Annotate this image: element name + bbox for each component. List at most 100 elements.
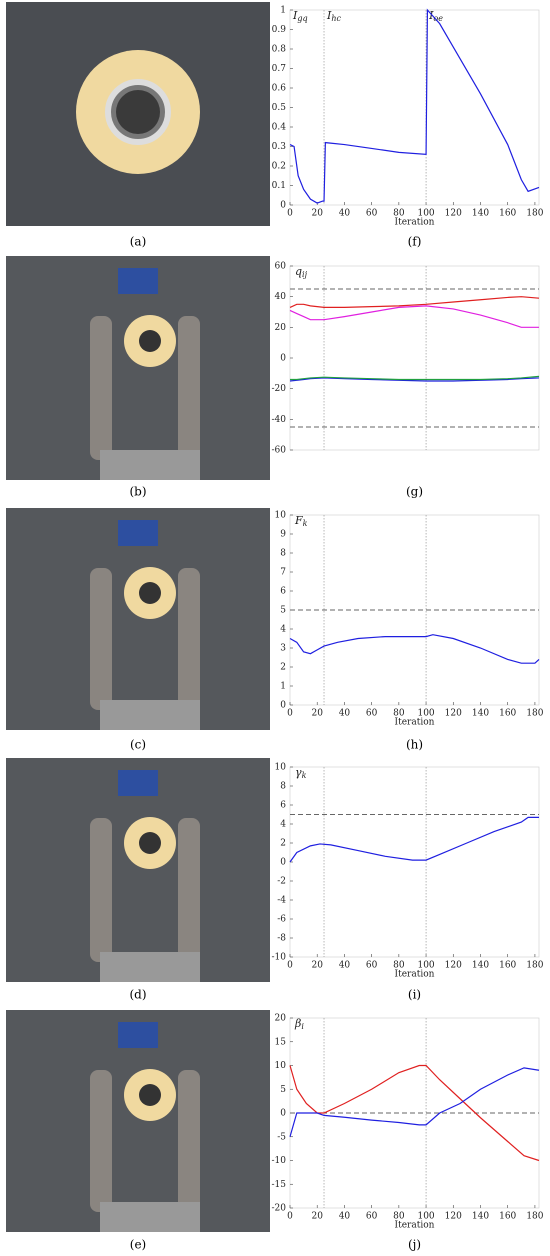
base — [100, 450, 200, 480]
panel-label: (c) — [130, 738, 146, 752]
panel-label: (b) — [129, 485, 146, 499]
y-tick-label: 5 — [280, 606, 286, 616]
series-line — [289, 816, 539, 863]
y-tick-label: 1 — [280, 6, 286, 16]
marker — [118, 1022, 158, 1048]
y-axis-label-sub: k — [302, 771, 307, 780]
x-tick-label: 160 — [499, 209, 516, 219]
y-tick-label: 0.2 — [272, 162, 286, 172]
panel-label: (i) — [408, 988, 421, 1002]
x-tick-label: 100 — [417, 961, 434, 971]
y-tick-label: 10 — [275, 763, 287, 773]
annotation: Igq — [292, 9, 308, 23]
finger-left — [90, 1070, 112, 1212]
annotation-base: I — [292, 9, 298, 22]
y-tick-label: 0 — [280, 701, 286, 711]
y-tick-label: 2 — [280, 839, 286, 849]
y-tick-label: 0.6 — [272, 84, 287, 94]
x-tick-label: 160 — [499, 1212, 516, 1222]
annotation: Ihc — [326, 9, 342, 23]
x-tick-label: 0 — [287, 709, 293, 719]
annotation-sub: gq — [297, 14, 307, 23]
y-axis-label-sub: i — [301, 1022, 304, 1031]
hole — [116, 90, 160, 134]
x-tick-label: 120 — [445, 1212, 462, 1222]
y-tick-label: 9 — [280, 530, 286, 540]
x-tick-label: 80 — [393, 709, 405, 719]
y-tick-label: 1 — [280, 682, 286, 692]
y-tick-label: 15 — [275, 1037, 287, 1047]
x-tick-label: 180 — [526, 961, 543, 971]
gear-hole — [139, 330, 161, 352]
series-line — [289, 1067, 540, 1137]
annotation-base: I — [428, 9, 434, 22]
base — [100, 1202, 200, 1232]
marker — [118, 770, 158, 796]
finger-right — [178, 818, 200, 962]
y-tick-label: -20 — [272, 384, 287, 394]
x-tick-label: 180 — [526, 709, 543, 719]
y-tick-label: 8 — [280, 549, 286, 559]
y-tick-label: 20 — [275, 1014, 287, 1024]
panel-label: (d) — [129, 988, 146, 1002]
x-tick-label: 140 — [472, 709, 489, 719]
x-tick-label: 80 — [393, 961, 405, 971]
x-tick-label: 60 — [366, 1212, 378, 1222]
x-tick-label: 160 — [499, 709, 516, 719]
x-tick-label: 20 — [311, 709, 323, 719]
y-axis-label: qij — [295, 265, 308, 279]
chart: -20 -15 -10 -5 0 5 10 15 20 0 20 40 60 80 100 120 140 160… — [272, 1014, 544, 1252]
y-axis-label: Fk — [294, 514, 308, 528]
panel-label: (g) — [406, 485, 423, 499]
x-tick-label: 180 — [526, 1212, 543, 1222]
panel-label: (e) — [130, 1238, 146, 1252]
x-tick-label: 140 — [472, 1212, 489, 1222]
x-tick-label: 0 — [287, 209, 293, 219]
x-axis-label: Iteration — [395, 970, 435, 980]
y-tick-label: 2 — [280, 663, 286, 673]
x-tick-label: 100 — [417, 209, 434, 219]
x-tick-label: 60 — [366, 961, 378, 971]
y-tick-label: 5 — [280, 1085, 286, 1095]
finger-right — [178, 568, 200, 710]
y-tick-label: -2 — [277, 877, 286, 887]
x-tick-label: 60 — [366, 709, 378, 719]
y-tick-label: -10 — [272, 1156, 287, 1166]
y-axis-label-base: F — [294, 514, 303, 527]
y-tick-label: -40 — [272, 415, 287, 425]
chart: 0 0.1 0.2 0.3 0.4 0.5 0.6 0.7 0.8 0.9 1 0 20 40 60 80 10… — [272, 6, 544, 249]
finger-left — [90, 316, 112, 460]
y-tick-label: -5 — [277, 1132, 286, 1142]
plot-frame — [289, 9, 540, 206]
y-tick-label: 3 — [280, 644, 286, 654]
plot-frame — [289, 766, 540, 958]
x-tick-label: 80 — [393, 209, 405, 219]
chart: -60 -40 -20 0 20 40 60 qij (g) — [272, 262, 540, 499]
y-tick-label: 40 — [275, 292, 287, 302]
x-axis-label: Iteration — [395, 718, 435, 728]
x-tick-label: 80 — [393, 1212, 405, 1222]
panel-label: (h) — [406, 738, 423, 752]
photo-a — [6, 2, 270, 226]
x-tick-label: 0 — [287, 961, 293, 971]
base — [100, 700, 200, 730]
base — [100, 952, 200, 982]
y-tick-label: -60 — [272, 446, 287, 456]
series-line — [289, 1064, 540, 1162]
annotation-sub: oe — [433, 14, 443, 23]
x-tick-label: 40 — [339, 709, 351, 719]
x-axis-label: Iteration — [395, 218, 435, 228]
y-axis-label-base: γ — [295, 766, 302, 779]
y-tick-label: 0.8 — [272, 45, 287, 55]
y-tick-label: 0 — [280, 354, 286, 364]
series-line — [289, 296, 540, 308]
y-tick-label: 20 — [275, 323, 287, 333]
y-axis-label: γk — [295, 766, 307, 780]
y-tick-label: -20 — [272, 1204, 287, 1214]
plot-frame — [289, 265, 540, 451]
y-tick-label: 0.3 — [272, 142, 287, 152]
gear-hole — [139, 832, 161, 854]
